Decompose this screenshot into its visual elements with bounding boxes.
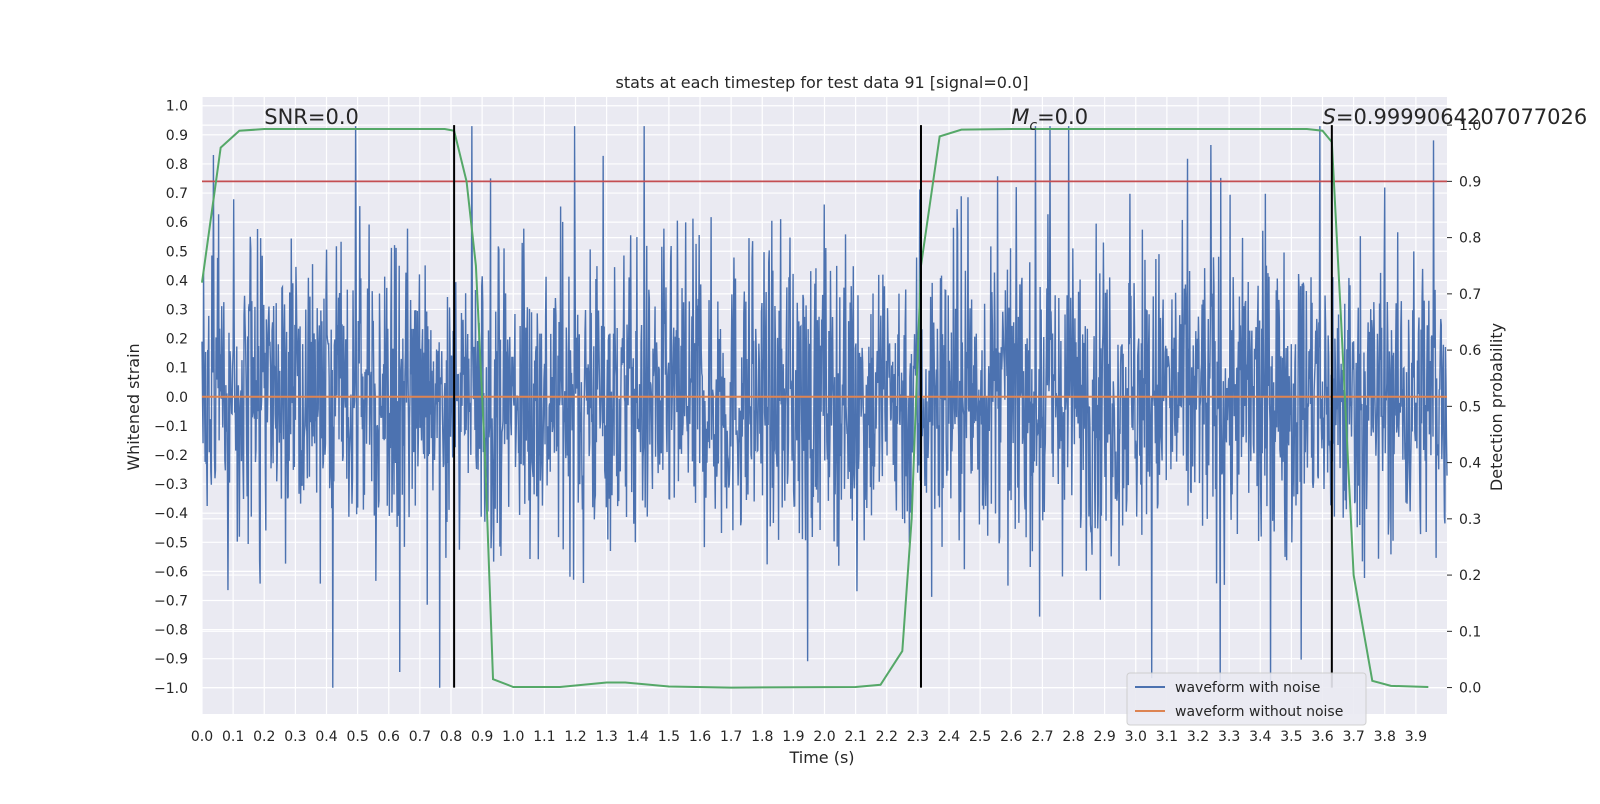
y-tick-label: 1.0 [166, 99, 188, 115]
y-tick-label: −0.7 [154, 593, 188, 609]
x-tick-label: 2.8 [1062, 729, 1084, 745]
y2-tick-label: 0.5 [1459, 399, 1481, 415]
y2-axis-label: Detection probability [1487, 323, 1506, 491]
legend-box [1126, 672, 1367, 726]
x-tick-label: 2.0 [813, 729, 835, 745]
y2-tick-label: 1.0 [1459, 118, 1481, 134]
x-tick-label: 3.2 [1187, 729, 1209, 745]
x-tick-label: 2.9 [1093, 729, 1115, 745]
annotation-subscript: c [1029, 118, 1037, 134]
y-tick-label: −1.0 [154, 681, 188, 697]
y-tick-label: −0.8 [154, 623, 188, 639]
x-tick-label: 3.0 [1125, 729, 1147, 745]
waveform-with-noise-line [201, 126, 1448, 688]
y-tick-label: 0.2 [166, 332, 188, 348]
y-tick-label: −0.5 [154, 535, 188, 551]
y-tick-label: −0.2 [154, 448, 188, 464]
x-tick-label: 1.0 [502, 729, 524, 745]
x-tick-label: 1.8 [751, 729, 773, 745]
y-tick-label: −0.6 [154, 564, 188, 580]
y2-tick-label: 0.6 [1459, 343, 1481, 359]
x-axis-label: Time (s) [788, 748, 854, 767]
x-tick-label: 1.5 [658, 729, 680, 745]
x-tick-label: 0.2 [253, 729, 275, 745]
annotation-value: =0.0 [1037, 105, 1088, 129]
x-tick-label: 0.6 [378, 729, 400, 745]
x-tick-label: 1.7 [720, 729, 742, 745]
x-tick-label: 3.3 [1218, 729, 1240, 745]
x-tick-label: 2.2 [876, 729, 898, 745]
y2-tick-label: 0.8 [1459, 231, 1481, 247]
y2-tick-label: 0.1 [1459, 624, 1481, 640]
y-tick-label: −0.1 [154, 419, 188, 435]
x-tick-label: 3.5 [1280, 729, 1302, 745]
y-tick-label: −0.4 [154, 506, 188, 522]
x-tick-label: 2.3 [907, 729, 929, 745]
y-tick-label: 0.1 [166, 361, 188, 377]
legend-label: waveform with noise [1175, 680, 1320, 696]
y2-tick-label: 0.3 [1459, 512, 1481, 528]
y2-tick-label: 0.4 [1459, 456, 1481, 472]
y2-tick-label: 0.2 [1459, 568, 1481, 584]
x-tick-label: 2.5 [969, 729, 991, 745]
x-tick-label: 1.4 [627, 729, 649, 745]
x-tick-label: 0.4 [315, 729, 337, 745]
legend: waveform with noise waveform without nois… [1126, 672, 1367, 726]
x-tick-label: 2.6 [1000, 729, 1022, 745]
x-tick-label: 1.9 [782, 729, 804, 745]
y-tick-label: 0.7 [166, 186, 188, 202]
x-tick-label: 3.9 [1405, 729, 1427, 745]
x-tick-label: 3.7 [1342, 729, 1364, 745]
y-tick-label: 0.4 [166, 273, 188, 289]
x-tick-label: 1.2 [564, 729, 586, 745]
x-tick-label: 0.3 [284, 729, 306, 745]
chart-title: stats at each timestep for test data 91 … [616, 73, 1029, 92]
y-tick-label: 0.0 [166, 390, 188, 406]
y-tick-label: −0.9 [154, 652, 188, 668]
x-tick-label: 0.8 [440, 729, 462, 745]
y-tick-label: 0.5 [166, 244, 188, 260]
x-tick-label: 3.4 [1249, 729, 1271, 745]
x-tick-label: 2.7 [1031, 729, 1053, 745]
annotation-text: S=0.9999064207077026 [1323, 105, 1588, 129]
x-tick-label: 3.6 [1311, 729, 1333, 745]
y-tick-label: 0.8 [166, 157, 188, 173]
series-waveform-with-noise [201, 126, 1448, 688]
y-tick-label: 0.6 [166, 215, 188, 231]
x-tick-label: 1.1 [533, 729, 555, 745]
annotation-text: SNR=0.0 [264, 105, 359, 129]
x-tick-label: 0.1 [222, 729, 244, 745]
x-tick-label: 0.5 [346, 729, 368, 745]
x-tick-label: 1.6 [689, 729, 711, 745]
x-tick-label: 3.8 [1374, 729, 1396, 745]
y2-tick-label: 0.0 [1459, 681, 1481, 697]
legend-label: waveform without noise [1175, 704, 1343, 720]
x-tick-label: 2.1 [844, 729, 866, 745]
x-tick-label: 2.4 [938, 729, 960, 745]
x-tick-label: 0.0 [191, 729, 213, 745]
x-tick-label: 3.1 [1156, 729, 1178, 745]
annotation-math: M [1011, 105, 1029, 129]
annotations: SNR=0.0 Mc=0.0 S=0.9999064207077026 [264, 105, 1587, 134]
y2-tick-label: 0.9 [1459, 174, 1481, 190]
y-tick-label: 0.3 [166, 302, 188, 318]
detection-probability-line [201, 128, 1429, 689]
x-tick-label: 0.7 [409, 729, 431, 745]
annotation-math: S [1323, 105, 1336, 129]
annotation-value: =0.9999064207077026 [1336, 105, 1587, 129]
y-tick-label: 0.9 [166, 128, 188, 144]
overlay-lines [201, 125, 1447, 689]
axes: 0.0 0.1 0.2 0.3 0.4 0.5 0.6 0.7 0.8 0.9 1.0 1.1 1.2 1… [154, 99, 1481, 745]
x-tick-label: 1.3 [595, 729, 617, 745]
y2-tick-label: 0.7 [1459, 287, 1481, 303]
annotation-text: Mc=0.0 [1011, 105, 1088, 134]
y-tick-label: −0.3 [154, 477, 188, 493]
x-tick-label: 0.9 [471, 729, 493, 745]
y-axis-label: Whitened strain [124, 343, 143, 470]
